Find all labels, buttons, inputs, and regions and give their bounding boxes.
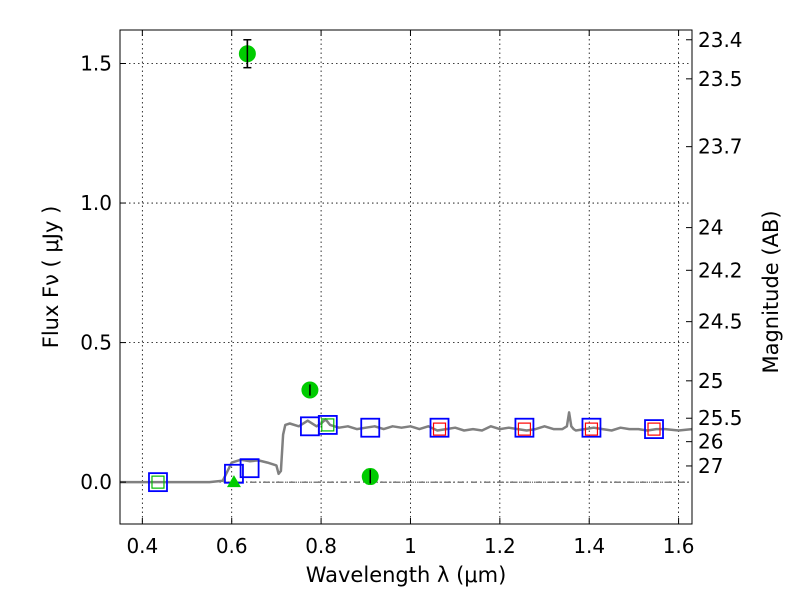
y-tick-label: 1.0 [80,191,112,215]
x-tick-label: 1.4 [573,534,605,558]
square-marker [584,422,599,436]
plot-frame [119,29,693,525]
mag-tick-label: 25.5 [698,406,743,430]
y-axis-label: Flux Fν ( μJy ) [39,206,63,349]
square-marker [317,415,338,435]
tick-layer: 0.4 0.6 0.8 1 1.2 1.4 1.6 0.0 0.5 1.0 1.5 23.4 23.5 2… [80,28,742,558]
x-tick-label: 0.8 [305,534,337,558]
x-tick-label: 0.4 [126,534,158,558]
square-marker [321,418,335,432]
x-tick-label: 0.6 [216,534,248,558]
x-axis-label: Wavelength λ (μm) [306,563,507,587]
square-marker [517,422,532,436]
square-marker [581,417,602,438]
x-tick-label: 1.2 [484,534,516,558]
mag-tick-label: 24.5 [698,310,743,334]
mag-tick-label: 23.4 [698,28,743,52]
mag-tick-label: 24 [698,216,723,240]
x-tick-label: 1.6 [663,534,695,558]
y-tick-label: 1.5 [80,51,112,75]
upper-limit-marker [226,475,241,488]
square-marker [647,422,661,436]
square-marker [151,475,165,489]
square-marker [148,472,168,493]
mag-tick-label: 24.2 [698,258,743,282]
data-layer [120,39,693,493]
model-sed-line [120,411,693,484]
grid-layer [120,30,692,524]
square-marker [429,417,450,438]
x-tick-label: 1 [404,534,417,558]
y-tick-label: 0.0 [80,470,112,494]
mag-tick-label: 25 [698,369,723,393]
y2-axis-label: Magnitude (AB) [759,210,783,373]
square-marker [432,422,447,436]
mag-tick-label: 23.7 [698,135,743,159]
square-marker [360,417,381,438]
square-marker [514,417,535,438]
mag-tick-label: 23.5 [698,67,743,91]
y-tick-label: 0.5 [80,331,112,355]
mag-tick-label: 27 [698,454,723,478]
square-marker [644,419,664,440]
square-marker [239,458,260,479]
mag-tick-label: 26 [698,430,723,454]
